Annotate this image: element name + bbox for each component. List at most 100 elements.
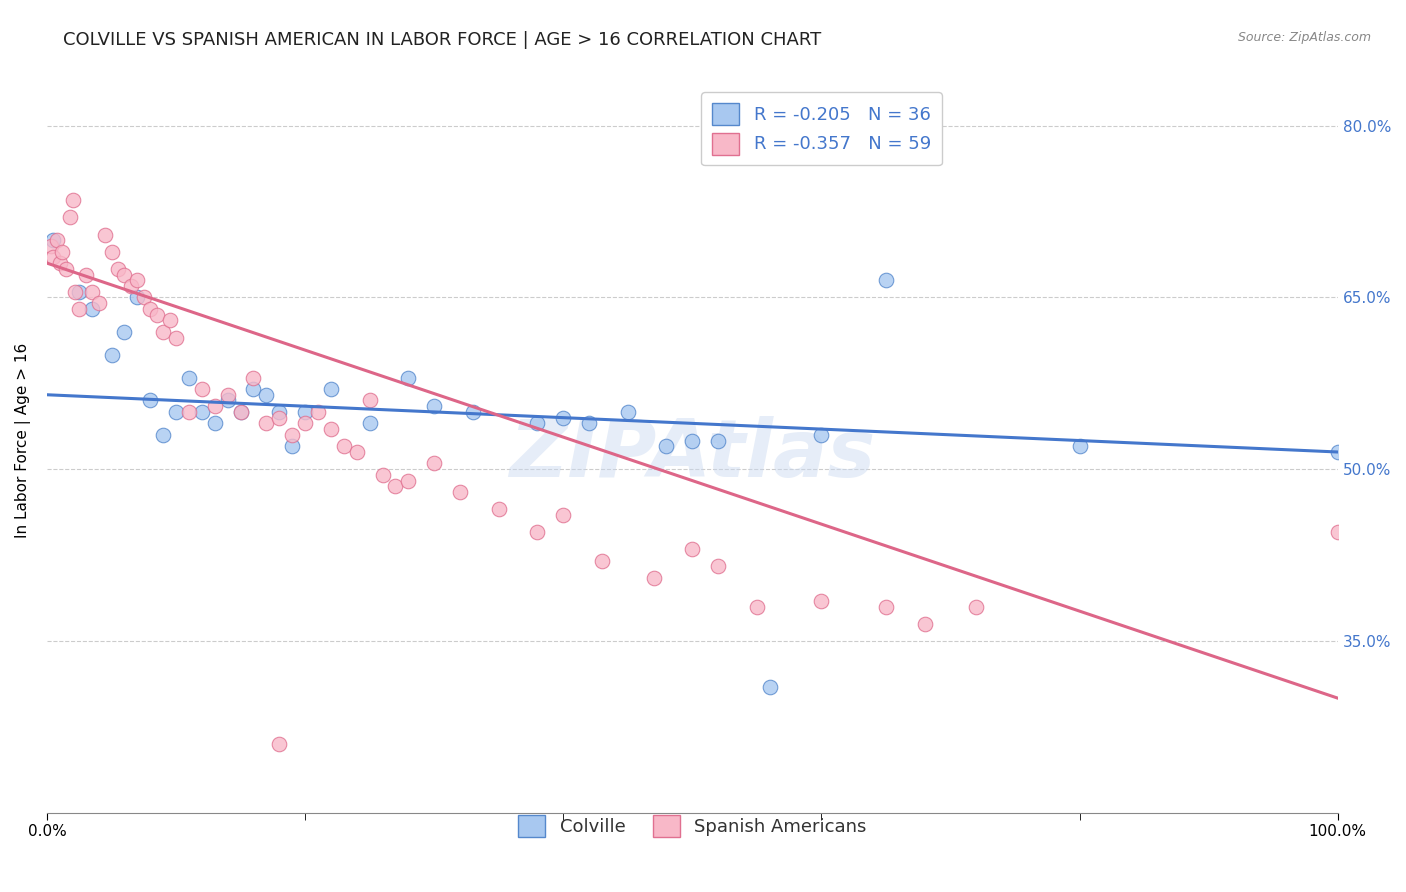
Point — [177, 370, 200, 384]
Point — [75, 268, 97, 282]
Point — [745, 599, 768, 614]
Point — [707, 559, 730, 574]
Point — [681, 434, 703, 448]
Point — [165, 330, 187, 344]
Point — [526, 525, 548, 540]
Point — [120, 279, 142, 293]
Point — [51, 244, 73, 259]
Point — [165, 405, 187, 419]
Point — [67, 285, 90, 299]
Point — [127, 290, 149, 304]
Point — [965, 599, 987, 614]
Point — [758, 680, 780, 694]
Point — [553, 410, 575, 425]
Point — [655, 439, 678, 453]
Point — [204, 399, 226, 413]
Point — [42, 251, 65, 265]
Point — [191, 405, 214, 419]
Point — [269, 737, 291, 751]
Point — [423, 399, 446, 413]
Point — [578, 417, 600, 431]
Point — [254, 388, 277, 402]
Point — [319, 422, 342, 436]
Text: ZIPAtlas: ZIPAtlas — [509, 417, 876, 494]
Point — [100, 348, 122, 362]
Point — [810, 427, 832, 442]
Point — [152, 325, 174, 339]
Point — [107, 261, 129, 276]
Point — [94, 227, 117, 242]
Y-axis label: In Labor Force | Age > 16: In Labor Force | Age > 16 — [15, 343, 31, 538]
Point — [49, 256, 72, 270]
Point — [281, 439, 304, 453]
Point — [449, 485, 471, 500]
Point — [526, 417, 548, 431]
Point — [139, 301, 162, 316]
Point — [82, 285, 104, 299]
Point — [396, 474, 419, 488]
Point — [707, 434, 730, 448]
Point — [145, 308, 167, 322]
Point — [62, 193, 84, 207]
Point — [39, 239, 62, 253]
Point — [384, 479, 406, 493]
Point — [1069, 439, 1091, 453]
Point — [914, 616, 936, 631]
Point — [217, 388, 239, 402]
Point — [229, 405, 252, 419]
Point — [591, 554, 613, 568]
Point — [553, 508, 575, 522]
Point — [810, 594, 832, 608]
Point — [127, 273, 149, 287]
Point — [359, 393, 381, 408]
Point — [204, 417, 226, 431]
Point — [333, 439, 356, 453]
Point — [65, 285, 87, 299]
Point — [46, 233, 69, 247]
Point — [616, 405, 638, 419]
Point — [132, 290, 155, 304]
Point — [67, 301, 90, 316]
Point — [875, 599, 897, 614]
Text: COLVILLE VS SPANISH AMERICAN IN LABOR FORCE | AGE > 16 CORRELATION CHART: COLVILLE VS SPANISH AMERICAN IN LABOR FO… — [63, 31, 821, 49]
Point — [152, 427, 174, 442]
Point — [281, 427, 304, 442]
Point — [359, 417, 381, 431]
Point — [217, 393, 239, 408]
Point — [396, 370, 419, 384]
Point — [191, 382, 214, 396]
Point — [55, 261, 77, 276]
Point — [177, 405, 200, 419]
Legend: Colville, Spanish Americans: Colville, Spanish Americans — [510, 808, 873, 845]
Point — [254, 417, 277, 431]
Point — [307, 405, 329, 419]
Point — [139, 393, 162, 408]
Point — [371, 467, 394, 482]
Point — [269, 410, 291, 425]
Point — [423, 457, 446, 471]
Point — [461, 405, 484, 419]
Point — [1326, 525, 1348, 540]
Point — [242, 382, 264, 396]
Point — [242, 370, 264, 384]
Text: Source: ZipAtlas.com: Source: ZipAtlas.com — [1237, 31, 1371, 45]
Point — [59, 211, 82, 225]
Point — [294, 405, 316, 419]
Point — [42, 233, 65, 247]
Point — [488, 502, 510, 516]
Point — [346, 445, 368, 459]
Point — [229, 405, 252, 419]
Point — [319, 382, 342, 396]
Point — [87, 296, 110, 310]
Point — [82, 301, 104, 316]
Point — [112, 268, 135, 282]
Point — [1326, 445, 1348, 459]
Point — [112, 325, 135, 339]
Point — [681, 542, 703, 557]
Point — [269, 405, 291, 419]
Point — [159, 313, 181, 327]
Point — [294, 417, 316, 431]
Point — [100, 244, 122, 259]
Point — [643, 571, 665, 585]
Point — [875, 273, 897, 287]
